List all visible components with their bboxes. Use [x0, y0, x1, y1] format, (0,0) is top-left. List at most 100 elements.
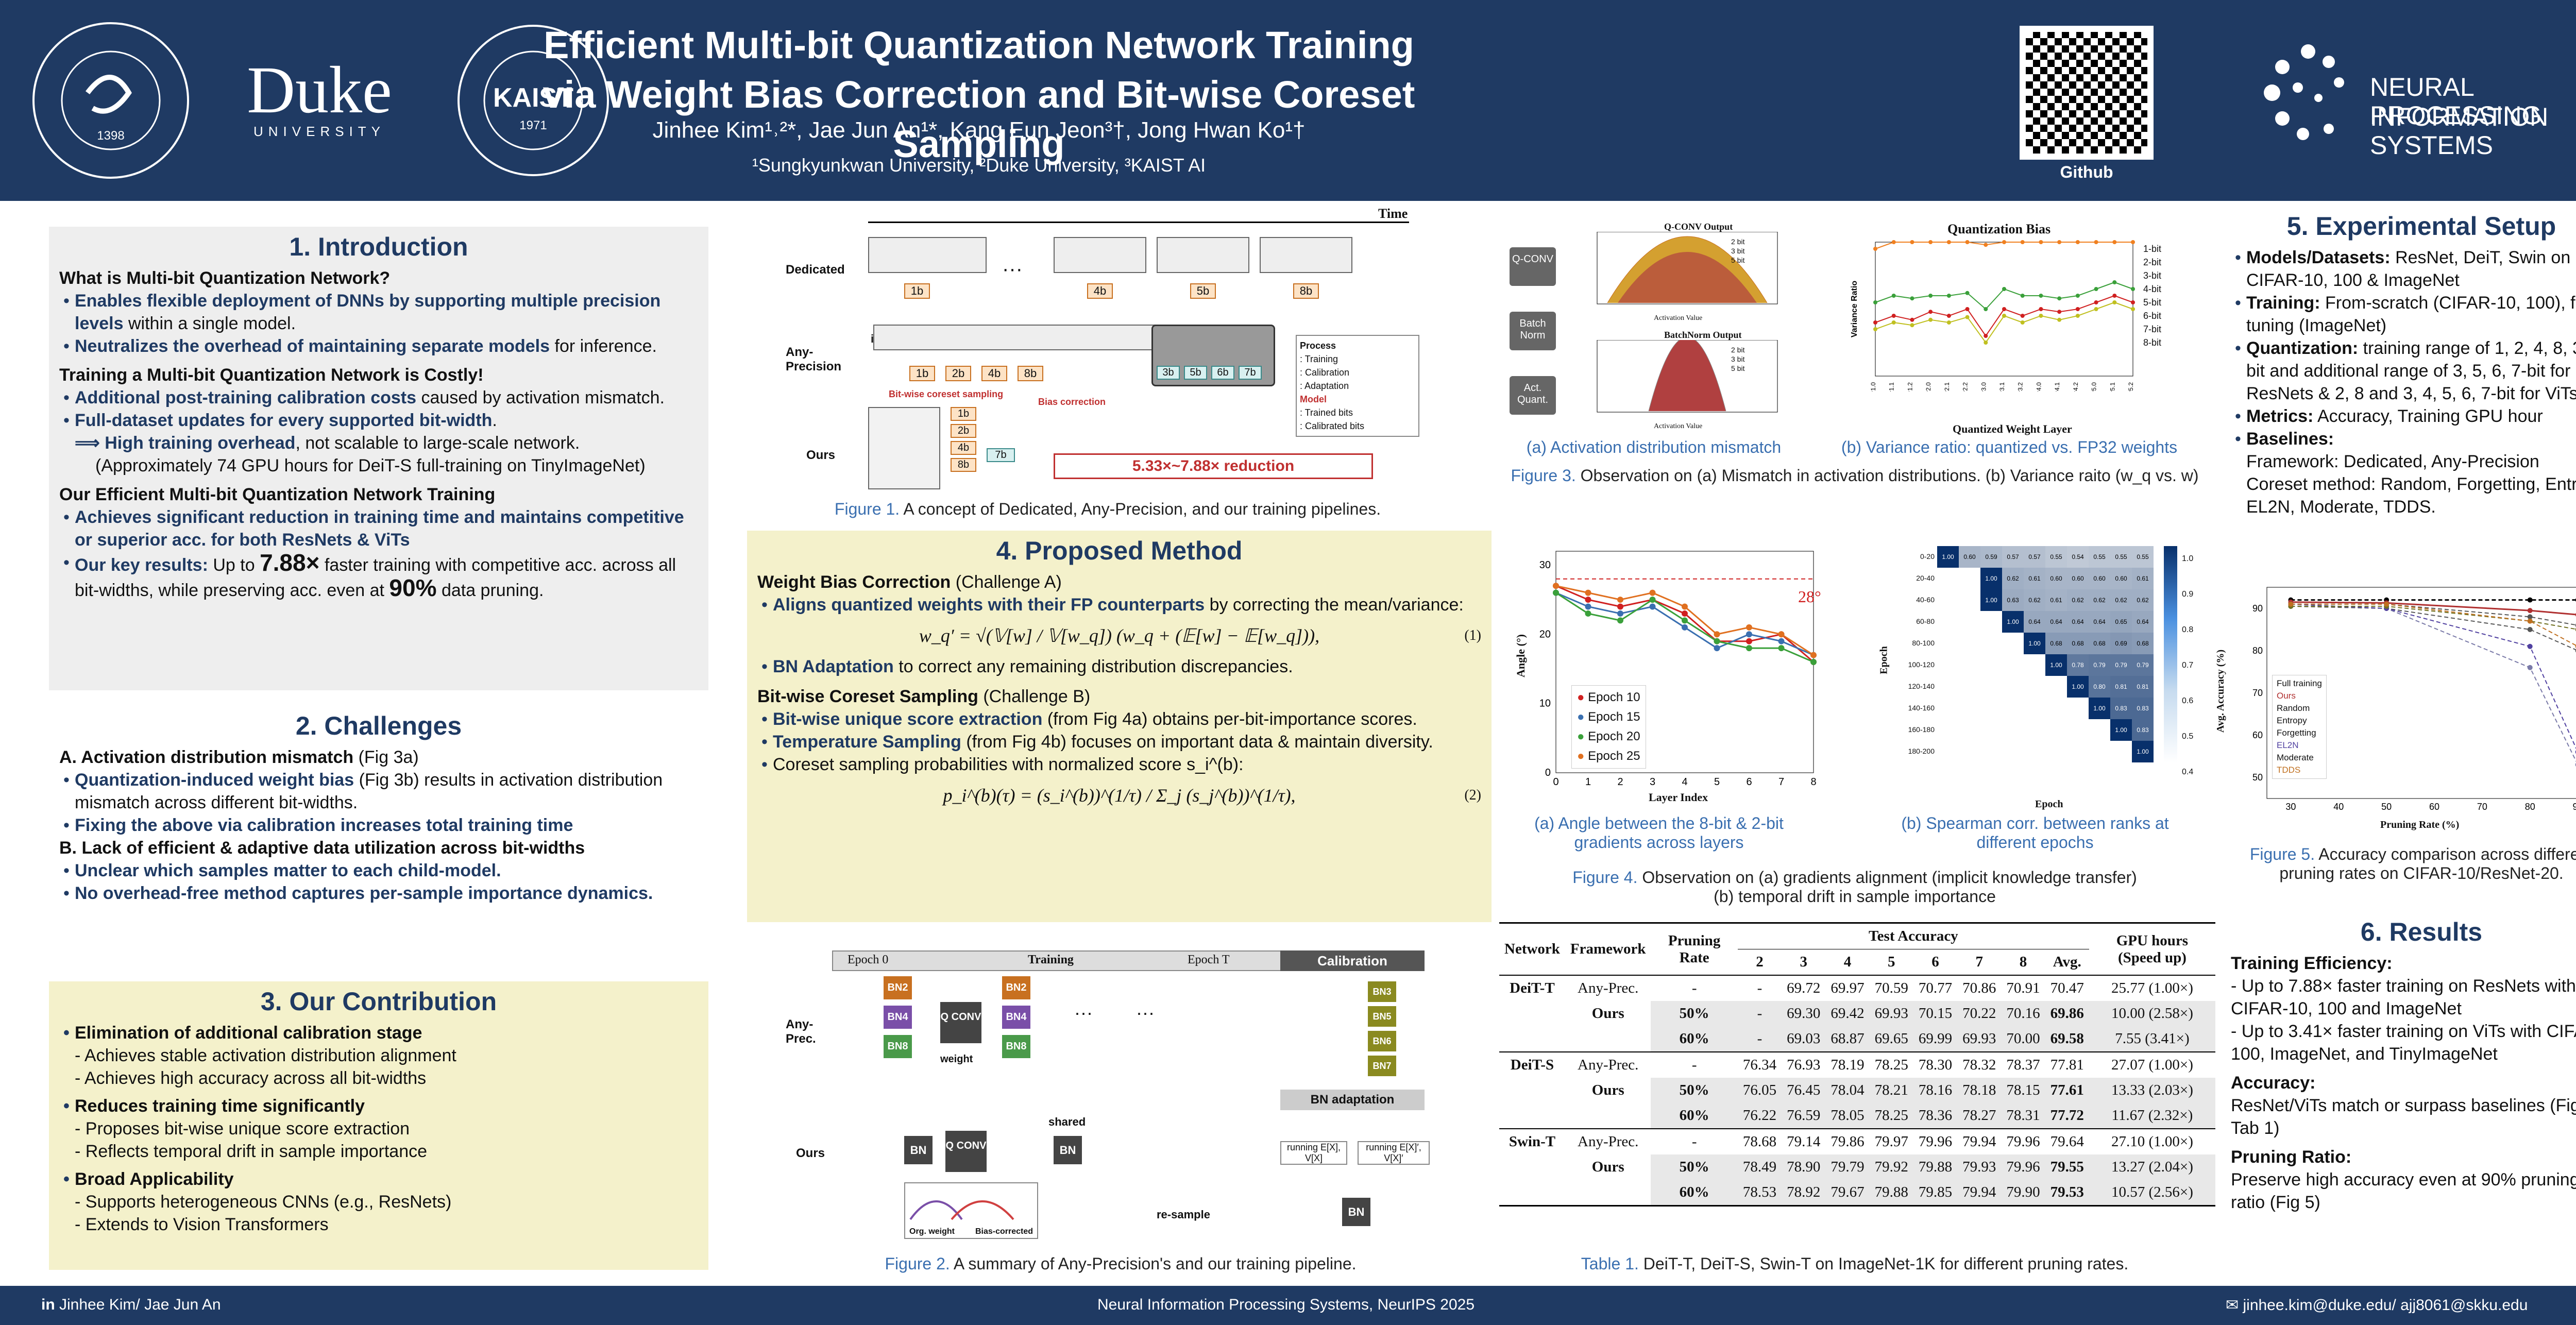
heatmap-cell: 0.83: [2132, 719, 2154, 741]
data-point: [1682, 610, 1688, 617]
x-tick: 80: [2525, 802, 2535, 812]
heatmap-row-label: 140-160: [1908, 704, 1935, 712]
heatmap-cell: 0.62: [2002, 568, 2024, 589]
data-point: [1617, 597, 1623, 603]
github-qr[interactable]: Github: [2020, 26, 2154, 182]
quantization-bias-chart: layer1.0 layer1.1 layer1.2 layer2.0 layer2.1…: [1850, 240, 2135, 392]
y-tick: 30: [1539, 559, 1551, 571]
x-tick: layer2.0: [1925, 382, 1932, 392]
x-tick: 70: [2477, 802, 2487, 812]
y-tick: 50: [2252, 772, 2263, 783]
y-tick: 90: [2252, 603, 2263, 614]
data-point: [1873, 327, 1877, 331]
y-tick: 70: [2252, 688, 2263, 698]
footer-authors[interactable]: Jinhee Kim/ Jae Jun An: [59, 1296, 221, 1313]
heatmap-cell: 0.60: [2067, 568, 2089, 589]
data-point: [1617, 617, 1623, 624]
data-point: [1778, 638, 1785, 644]
heatmap-row-label: 180-200: [1908, 747, 1935, 755]
data-point: [2527, 597, 2533, 603]
equation-1: w_q′ = √(𝕍[w] / 𝕍[w_q]) (w_q + (𝔼[w] − 𝔼…: [919, 625, 1320, 646]
data-point: [1873, 247, 1877, 251]
heatmap-cell: 1.00: [1937, 546, 1959, 568]
y-tick: 0: [1545, 767, 1551, 778]
x-tick: layer1.2: [1906, 382, 1913, 392]
qconv-hist-chart: [1597, 232, 1778, 304]
y-tick: 80: [2252, 645, 2263, 656]
figure-3-subcaption-b: (b) Variance ratio: quantized vs. FP32 w…: [1841, 438, 2178, 456]
data-point: [1778, 645, 1785, 652]
gradient-angle-chart: 0 10 20 30 0 1 2 3 4 5 6 7 8: [1539, 551, 1817, 788]
table-row: Ours 50% 76.05 76.45 78.04 78.21 78.16 78.18 78.…: [1499, 1078, 2215, 1103]
data-point: [1746, 631, 1752, 638]
data-point: [1585, 589, 1591, 596]
table-row: DeiT-S Any-Prec. -76.34 76.93 78.19 78.25 78.3…: [1499, 1052, 2215, 1078]
heatmap-cell: 1.00: [2045, 654, 2067, 676]
series-line: [2291, 603, 2576, 762]
heatmap-row-label: 120-140: [1908, 682, 1935, 690]
data-point: [2527, 665, 2533, 670]
heatmap-cell: 0.81: [2110, 676, 2132, 698]
mail-icon: ✉: [2226, 1297, 2239, 1314]
pruning-accuracy-chart: 50 60 70 80 90 30 40 50 60 70 80 90: [2252, 587, 2576, 812]
data-point: [1649, 597, 1656, 603]
qr-code-icon[interactable]: [2020, 26, 2154, 160]
x-tick: 60: [2429, 802, 2439, 812]
footer-emails[interactable]: jinhee.kim@duke.edu/ ajj8061@skku.edu: [2243, 1297, 2528, 1314]
data-point: [1682, 617, 1688, 624]
y-label: Variance Ratio: [1850, 281, 1859, 338]
figure-4-subcaption-b: (b) Spearman corr. between ranks at diff…: [1901, 814, 2169, 852]
results-section: 6. Results Training Efficiency: - Up to …: [2231, 918, 2576, 1212]
table-row: DeiT-T Any-Prec. - -69.72 69.97 70.59 70.77 70.…: [1510, 980, 2193, 996]
heatmap-cell: 0.55: [2110, 546, 2132, 568]
heatmap-cell: 0.79: [2132, 654, 2154, 676]
header: 1398 Duke UNIVERSITY KAIST 1971 Efficien…: [0, 0, 2576, 201]
heatmap-cell: 0.78: [2067, 654, 2089, 676]
x-tick: layer4.2: [2072, 382, 2079, 392]
x-tick: layer5.0: [2091, 382, 2098, 392]
x-tick: 1: [1585, 776, 1591, 788]
heatmap-row-label: 100-120: [1908, 660, 1935, 669]
neurips-logo: NEURAL INFORMATION PROCESSING SYSTEMS: [2251, 31, 2576, 165]
data-point: [1746, 638, 1752, 644]
kaist-emblem-icon: [457, 25, 609, 176]
x-tick: layer3.2: [2017, 382, 2024, 392]
data-point: [2039, 240, 2043, 244]
heatmap-cell: 0.55: [2045, 546, 2067, 568]
table-row: Ours 50% -69.30 69.42 69.93 70.15 70.22 70.16 69…: [1499, 1001, 2215, 1026]
data-point: [1810, 659, 1817, 665]
data-point: [1965, 240, 1970, 244]
data-point: [2057, 296, 2062, 301]
data-point: [2112, 294, 2117, 298]
heatmap-cell: 0.83: [2132, 698, 2154, 719]
heatmap-cell: 1.00: [2024, 633, 2045, 654]
data-point: [1714, 645, 1720, 652]
data-point: [2039, 314, 2043, 318]
y-tick: 10: [1539, 698, 1551, 709]
y-tick: 20: [1539, 628, 1551, 640]
data-point: [2057, 310, 2062, 314]
heatmap-row-label: 0-20: [1920, 552, 1935, 560]
y-tick: 60: [2252, 730, 2263, 740]
x-tick: 5: [1714, 776, 1720, 788]
heatmap-cell: 0.68: [2089, 633, 2110, 654]
figure-1-caption: Figure 1. A concept of Dedicated, Any-Pr…: [834, 500, 1381, 518]
kaist-logo: KAIST 1971: [453, 21, 613, 180]
data-point: [1946, 240, 1951, 244]
data-point: [1585, 610, 1591, 617]
linkedin-icon[interactable]: in: [41, 1296, 55, 1313]
heatmap-cell: 0.55: [2132, 546, 2154, 568]
heatmap-cell: 0.60: [2089, 568, 2110, 589]
heatmap-cell: 0.64: [2132, 611, 2154, 633]
x-tick: 2: [1617, 776, 1623, 788]
data-point: [1746, 624, 1752, 631]
figure-2-caption: Figure 2. A summary of Any-Precision's a…: [885, 1254, 1357, 1273]
reduction-label: 5.33×~7.88× reduction: [1054, 453, 1373, 479]
data-point: [2131, 287, 2135, 291]
series-line: [1555, 585, 1814, 663]
data-point: [1553, 589, 1559, 596]
data-point: [1965, 307, 1970, 311]
data-point: [1873, 320, 1877, 325]
data-point: [2075, 240, 2080, 244]
data-point: [1649, 589, 1656, 596]
